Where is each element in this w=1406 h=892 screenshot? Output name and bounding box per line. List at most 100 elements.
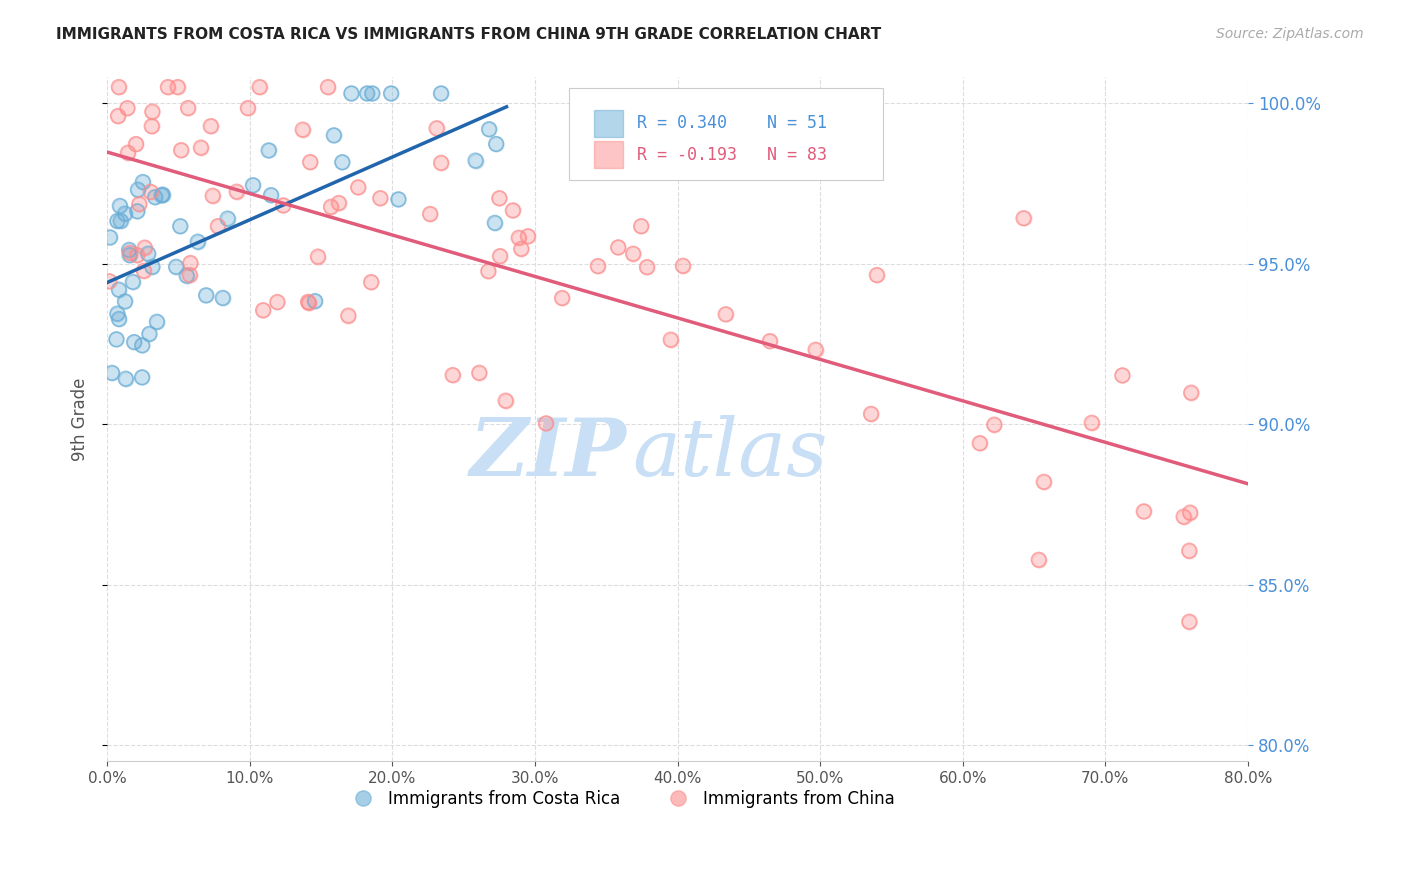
Point	[150, 188, 173, 202]
Point	[110, 214, 132, 228]
Point	[105, 307, 128, 321]
Point	[108, 312, 131, 326]
Point	[170, 143, 193, 157]
Point	[621, 246, 644, 260]
Point	[118, 243, 141, 257]
Point	[114, 294, 136, 309]
Point	[179, 256, 201, 270]
Point	[152, 187, 174, 202]
Point	[121, 275, 143, 289]
Point	[134, 241, 156, 255]
Point	[720, 120, 742, 134]
Point	[468, 366, 491, 380]
Point	[361, 87, 384, 101]
Point	[337, 309, 360, 323]
Point	[636, 260, 658, 274]
Point	[380, 87, 402, 101]
Point	[441, 368, 464, 382]
Point	[249, 80, 271, 95]
Point	[508, 230, 530, 244]
Point	[859, 407, 882, 421]
Point	[759, 334, 782, 348]
Point	[340, 87, 363, 101]
Point	[370, 191, 392, 205]
Point	[127, 183, 149, 197]
Point	[464, 153, 486, 168]
Point	[176, 268, 198, 283]
Point	[1012, 211, 1035, 226]
Point	[659, 333, 682, 347]
Point	[307, 250, 329, 264]
Point	[132, 264, 155, 278]
Point	[551, 291, 574, 305]
Point	[430, 87, 453, 101]
Point	[143, 190, 166, 204]
Point	[866, 268, 889, 282]
Point	[169, 219, 191, 234]
Point	[114, 372, 136, 386]
Point	[1032, 475, 1054, 489]
Point	[134, 241, 156, 255]
Point	[266, 295, 288, 310]
Text: atlas: atlas	[633, 415, 827, 492]
Point	[179, 268, 201, 282]
Point	[478, 122, 501, 136]
Point	[101, 366, 124, 380]
Point	[249, 80, 271, 95]
Point	[141, 104, 163, 119]
Point	[316, 80, 339, 95]
Point	[128, 197, 150, 211]
Point	[297, 294, 319, 309]
Point	[516, 229, 538, 244]
Point	[502, 203, 524, 218]
Point	[969, 436, 991, 450]
Point	[307, 250, 329, 264]
Point	[866, 268, 889, 282]
Point	[257, 144, 280, 158]
Point	[139, 185, 162, 199]
Point	[98, 274, 121, 288]
Point	[361, 87, 384, 101]
Point	[322, 128, 344, 143]
Point	[107, 109, 129, 123]
Point	[322, 128, 344, 143]
Point	[127, 248, 149, 262]
Point	[131, 338, 153, 352]
Point	[510, 242, 533, 256]
Point	[430, 156, 453, 170]
Point	[138, 326, 160, 341]
Point	[207, 219, 229, 233]
Point	[630, 219, 652, 234]
Point	[131, 370, 153, 384]
Point	[485, 136, 508, 151]
Point	[131, 370, 153, 384]
Point	[304, 294, 326, 309]
Point	[291, 122, 314, 136]
Point	[485, 136, 508, 151]
Point	[217, 211, 239, 226]
Point	[328, 196, 350, 211]
Point	[1180, 385, 1202, 400]
Y-axis label: 9th Grade: 9th Grade	[72, 377, 89, 461]
Point	[117, 101, 139, 115]
Point	[430, 87, 453, 101]
Point	[187, 235, 209, 249]
Point	[252, 303, 274, 318]
Point	[1028, 553, 1050, 567]
Point	[330, 155, 353, 169]
Point	[621, 246, 644, 260]
Point	[1178, 543, 1201, 558]
Point	[117, 145, 139, 160]
Point	[132, 175, 155, 189]
Point	[146, 315, 169, 329]
Point	[165, 260, 187, 274]
Point	[101, 366, 124, 380]
Point	[1028, 553, 1050, 567]
Point	[340, 87, 363, 101]
Point	[425, 121, 447, 136]
Point	[370, 191, 392, 205]
Point	[316, 80, 339, 95]
Point	[291, 122, 314, 136]
Point	[586, 259, 609, 273]
Point	[586, 259, 609, 273]
